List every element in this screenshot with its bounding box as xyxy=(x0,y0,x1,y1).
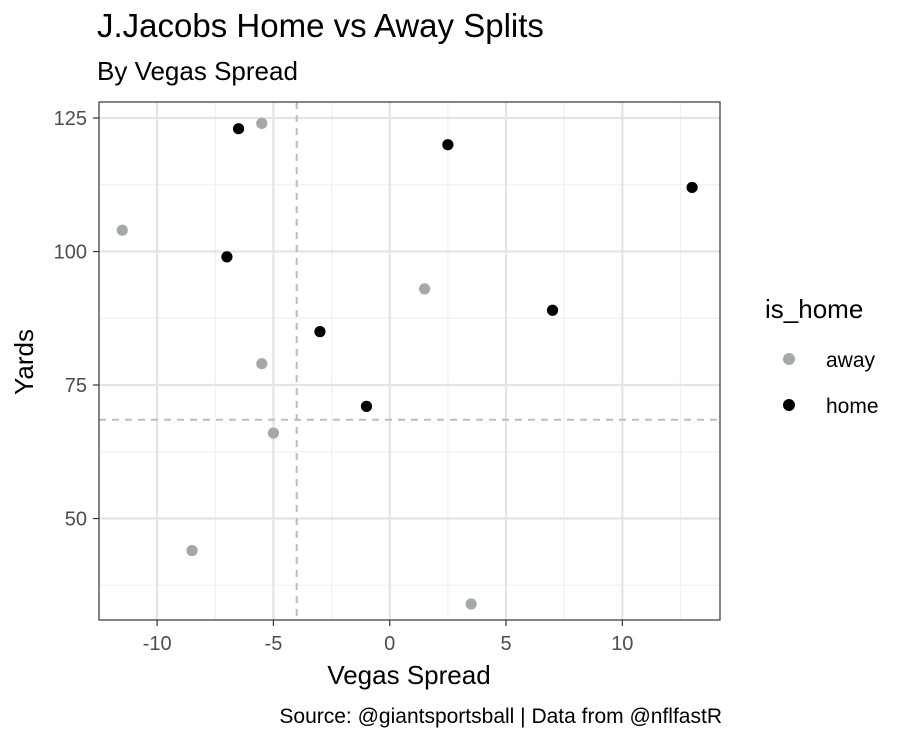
point-away xyxy=(186,544,198,557)
point-away xyxy=(256,358,268,370)
point-away xyxy=(116,224,128,236)
x-axis-title: Vegas Spread xyxy=(327,660,490,690)
plot-border xyxy=(98,101,721,621)
x-tick-label: -10 xyxy=(143,633,172,655)
chart-subtitle: By Vegas Spread xyxy=(97,56,298,86)
point-away xyxy=(256,117,268,129)
legend-title: is_home xyxy=(765,294,863,324)
x-tick-label: 0 xyxy=(384,633,395,655)
point-away xyxy=(419,283,431,295)
data-points xyxy=(116,117,698,610)
point-home xyxy=(546,304,559,316)
legend: is_home away home xyxy=(765,294,879,418)
x-tick-label: 5 xyxy=(500,633,511,655)
plot-panel xyxy=(99,102,720,620)
plot-background xyxy=(99,102,720,620)
point-home xyxy=(314,326,326,338)
x-tick-label: -5 xyxy=(265,633,283,655)
y-tick-label: 50 xyxy=(65,509,87,531)
point-home xyxy=(442,139,454,151)
y-tick-label: 125 xyxy=(54,108,87,130)
legend-label-away: away xyxy=(826,349,876,372)
legend-label-home: home xyxy=(826,395,879,418)
reference-lines xyxy=(99,102,720,620)
point-home xyxy=(686,181,698,194)
point-home xyxy=(221,251,233,263)
gridlines xyxy=(99,102,720,620)
chart-title: J.Jacobs Home vs Away Splits xyxy=(97,7,544,44)
y-axis-title: Yards xyxy=(9,329,39,395)
y-tick-label: 100 xyxy=(54,242,87,264)
axis-ticks: -10 -5 0 5 10 50 75 100 125 xyxy=(54,108,634,655)
legend-key-home xyxy=(783,399,795,411)
point-away xyxy=(465,598,477,610)
x-tick-label: 10 xyxy=(611,633,633,655)
y-tick-label: 75 xyxy=(65,375,87,397)
chart-caption: Source: @giantsportsball | Data from @nf… xyxy=(279,705,722,728)
legend-key-away xyxy=(783,353,795,365)
point-away xyxy=(267,427,280,439)
point-home xyxy=(360,400,373,412)
point-home xyxy=(232,123,245,135)
